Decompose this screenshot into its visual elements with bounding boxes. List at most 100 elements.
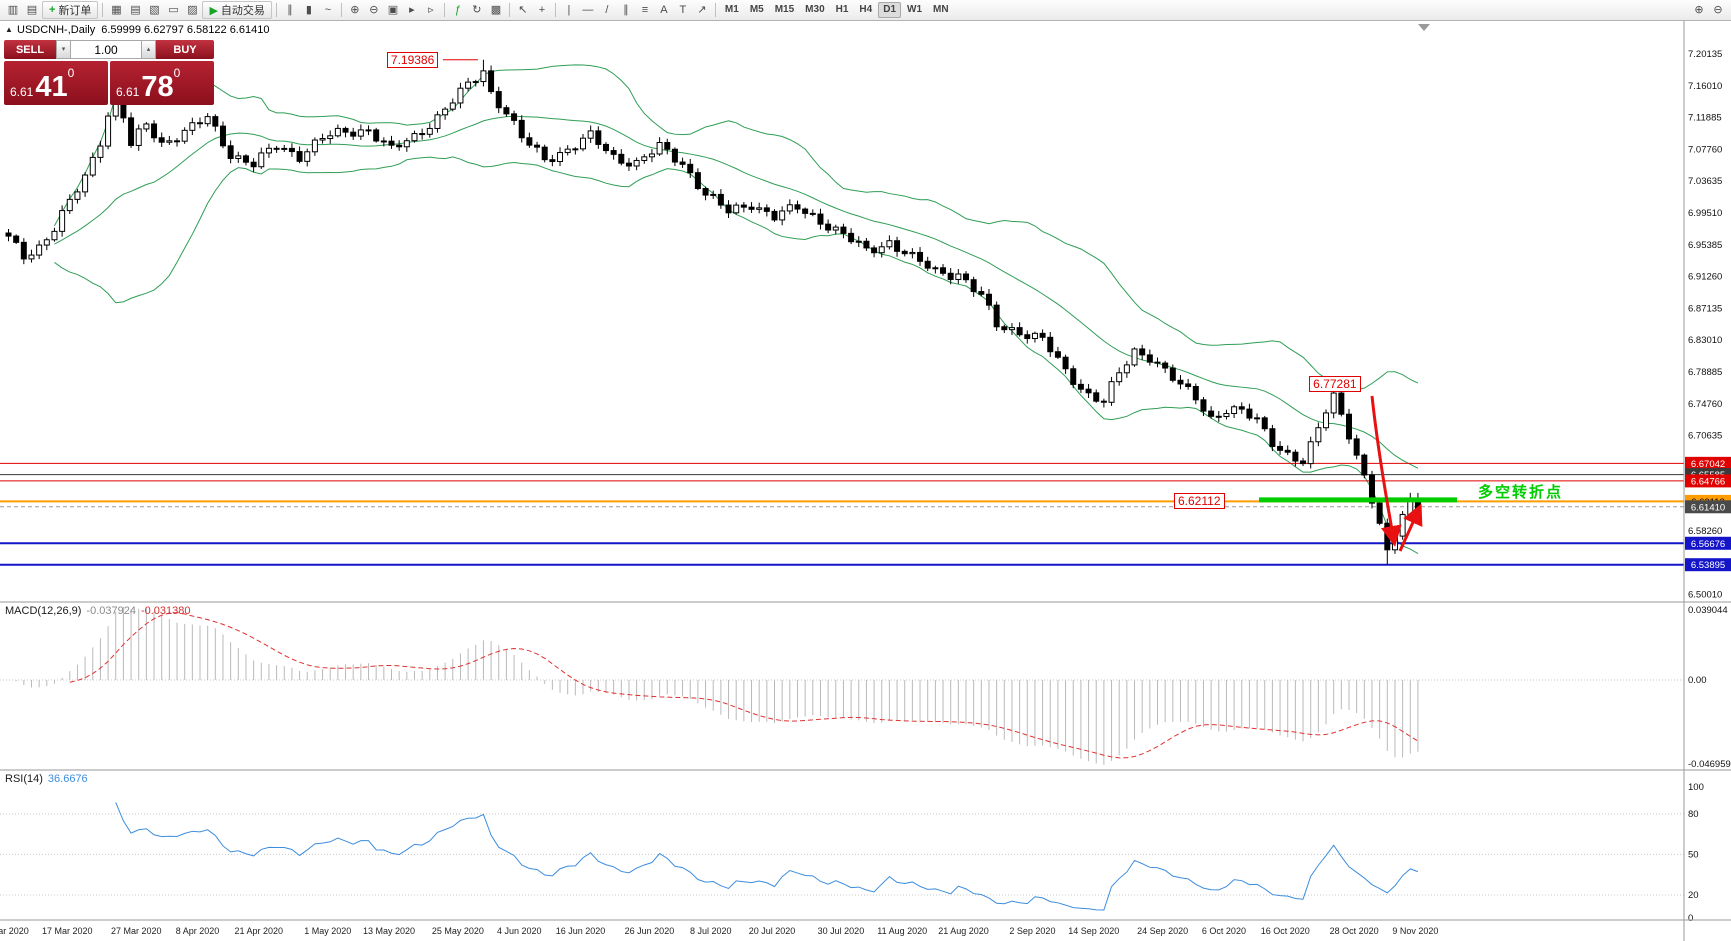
cursor-icon[interactable]: ↖ [518,4,528,16]
auto-scroll-icon[interactable]: ▸ [409,4,415,16]
new-chart-icon[interactable]: ▥ [7,4,19,16]
rsi-indicator-label: RSI(14) 36.6676 [5,773,88,785]
svg-text:21 Aug 2020: 21 Aug 2020 [938,926,989,936]
svg-text:11 Aug 2020: 11 Aug 2020 [877,926,927,936]
svg-text:6.50010: 6.50010 [1688,590,1722,601]
trendline-icon[interactable]: / [605,4,609,16]
new-order-button[interactable]: + 新订单 [42,1,99,19]
toolbar-separator [340,3,342,17]
timeframe-d1[interactable]: D1 [878,2,902,18]
zoom-in-icon[interactable]: ⊕ [350,4,360,16]
buy-price-display[interactable]: 6.61 78 0 [110,61,214,105]
svg-text:20: 20 [1688,890,1699,901]
svg-text:7.07760: 7.07760 [1688,144,1722,155]
timeframe-mn[interactable]: MN [933,4,949,15]
svg-text:2 Mar 2020: 2 Mar 2020 [0,926,29,936]
crosshair-icon[interactable]: + [538,4,546,16]
svg-text:6.91260: 6.91260 [1688,272,1722,283]
svg-text:6 Oct 2020: 6 Oct 2020 [1202,926,1246,936]
volume-increase-button[interactable]: ▴ [141,40,156,59]
market-watch-icon[interactable]: ▦ [111,4,122,16]
line-chart-icon[interactable]: ~ [324,4,332,16]
price-annotation[interactable]: 6.62112 [1174,493,1225,510]
svg-text:7.20135: 7.20135 [1688,49,1722,60]
svg-text:17 Mar 2020: 17 Mar 2020 [42,926,93,936]
navigator-icon[interactable]: ▧ [149,4,160,16]
volume-input[interactable] [71,40,141,59]
fibonacci-icon[interactable]: ≡ [641,4,649,16]
sell-price-display[interactable]: 6.61 41 0 [4,61,108,105]
sell-price-small: 6.61 [10,85,34,99]
sell-price-big: 41 [35,71,68,103]
data-window-icon[interactable]: ▤ [130,4,141,16]
timeframe-m15[interactable]: M15 [774,4,795,15]
price-annotation[interactable]: 7.19386 [386,51,439,68]
text-icon[interactable]: A [660,4,668,16]
vertical-line-icon[interactable]: | [567,4,571,16]
svg-text:6.99510: 6.99510 [1688,208,1722,219]
svg-text:8 Apr 2020: 8 Apr 2020 [176,926,220,936]
chart-shift-icon[interactable]: ▹ [428,4,434,16]
magnifier-minus-icon[interactable]: ⊖ [1713,4,1723,16]
templates-icon[interactable]: ▩ [490,4,502,16]
candlestick-chart-icon[interactable]: ▮ [305,4,312,16]
volume-decrease-button[interactable]: ▾ [56,40,71,59]
equidistant-channel-icon[interactable]: ∥ [623,4,629,16]
text-label-icon[interactable]: T [679,4,687,16]
svg-text:7.03635: 7.03635 [1688,176,1722,187]
magnifier-plus-icon[interactable]: ⊕ [1694,4,1704,16]
up-arrow-annotation[interactable] [1398,503,1423,552]
indicators-icon[interactable]: ƒ [454,4,461,16]
timeframe-w1[interactable]: W1 [907,4,923,15]
terminal-icon[interactable]: ▭ [168,4,179,16]
timeframe-m1[interactable]: M1 [724,4,739,15]
turning-point-text[interactable]: 多空转折点 [1478,483,1563,501]
svg-text:6.87135: 6.87135 [1688,303,1722,314]
svg-text:50: 50 [1688,849,1699,860]
svg-text:9 Nov 2020: 9 Nov 2020 [1392,926,1438,936]
auto-trading-button-glyph: ▶ [209,4,218,17]
main-price-chart[interactable] [0,59,1684,566]
date-axis[interactable]: 2 Mar 2020 17 Mar 2020 27 Mar 2020 8 Apr 20… [0,926,1438,936]
macd-panel[interactable] [0,606,1684,765]
svg-text:8 Jul 2020: 8 Jul 2020 [690,926,732,936]
svg-text:20 Jul 2020: 20 Jul 2020 [749,926,796,936]
buy-button[interactable]: BUY [156,40,214,59]
auto-trading-button[interactable]: ▶ 自动交易 [202,1,272,19]
profiles-icon[interactable]: ▤ [26,4,38,16]
candlestick-series [5,59,1421,565]
svg-text:4 Jun 2020: 4 Jun 2020 [497,926,542,936]
sell-button[interactable]: SELL [4,40,56,59]
down-arrow-annotation[interactable] [1370,395,1402,547]
timeframe-m30[interactable]: M30 [805,4,825,15]
svg-text:24 Sep 2020: 24 Sep 2020 [1137,926,1188,936]
rsi-line [115,802,1419,911]
buy-price-small: 6.61 [116,85,140,99]
svg-text:16 Oct 2020: 16 Oct 2020 [1261,926,1310,936]
svg-text:6.64766: 6.64766 [1691,476,1725,487]
arrows-icon[interactable]: ↗ [697,4,707,16]
price-annotation[interactable]: 6.77281 [1309,376,1361,393]
svg-text:30 Jul 2020: 30 Jul 2020 [818,926,865,936]
toolbar-separator [554,3,556,17]
timeframe-h1[interactable]: H1 [835,4,849,15]
timeframe-h4[interactable]: H4 [859,4,873,15]
timeframe-m5[interactable]: M5 [749,4,764,15]
chart-ohlc-values: 6.59999 6.62797 6.58122 6.61410 [101,24,270,36]
chart-symbol-period: USDCNH-,Daily [17,24,96,36]
tile-windows-icon[interactable]: ▣ [387,4,399,16]
svg-text:28 Oct 2020: 28 Oct 2020 [1330,926,1379,936]
refresh-icon[interactable]: ↻ [472,4,482,16]
price-axis[interactable]: 7.20135 7.16010 7.11885 7.07760 7.03635 6.995… [1685,49,1731,601]
one-click-toggle-icon[interactable]: ▲ [5,25,13,34]
zoom-out-icon[interactable]: ⊖ [369,4,379,16]
rsi-panel[interactable] [0,802,1684,911]
bar-chart-icon[interactable]: ∥ [287,4,293,16]
svg-text:21 Apr 2020: 21 Apr 2020 [235,926,284,936]
svg-text:6.56676: 6.56676 [1691,539,1725,550]
strategy-tester-icon[interactable]: ▨ [187,4,198,16]
horizontal-line-icon[interactable]: — [582,4,594,16]
